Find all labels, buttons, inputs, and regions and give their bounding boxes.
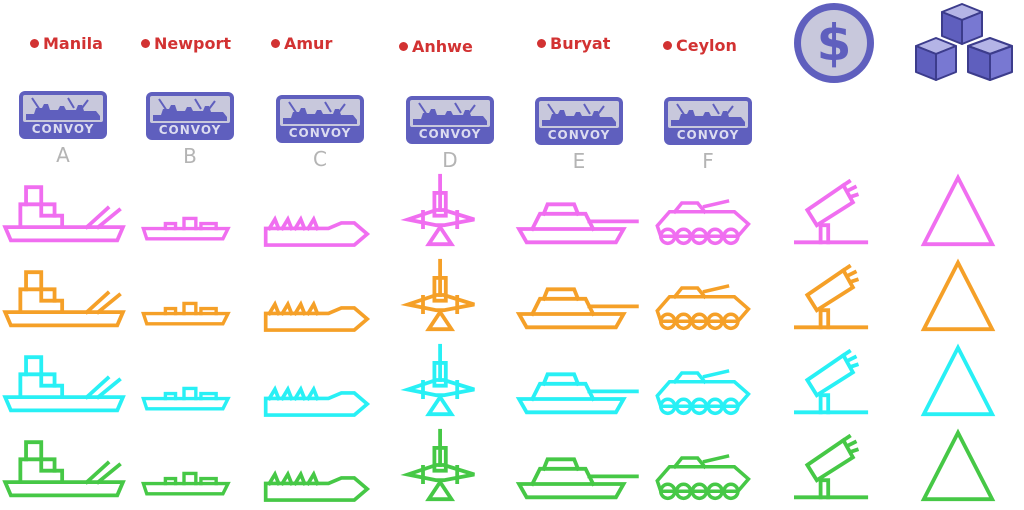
convoy-letter: F — [702, 149, 714, 173]
apc-unit-icon[interactable] — [652, 427, 766, 503]
apc-unit-icon[interactable] — [652, 172, 766, 248]
city-dot-icon — [271, 38, 280, 48]
city-dot-icon — [141, 38, 150, 48]
destroyer-unit-icon[interactable] — [140, 342, 250, 418]
convoy-label: CONVOY — [676, 128, 740, 142]
convoy-label: CONVOY — [158, 123, 222, 137]
convoy-badge-d[interactable]: CONVOY — [405, 95, 495, 145]
tank-unit-icon[interactable] — [512, 257, 642, 333]
convoy-letter: C — [313, 147, 327, 171]
convoy-label: CONVOY — [31, 122, 95, 136]
city-label-newport[interactable]: Newport — [141, 32, 231, 54]
destroyer-unit-icon[interactable] — [140, 427, 250, 503]
artillery-unit-icon[interactable] — [790, 342, 874, 418]
money-icon[interactable]: $ — [792, 2, 876, 84]
convoy-letter: D — [442, 148, 458, 172]
convoy-label: CONVOY — [547, 128, 611, 142]
city-dot-icon — [399, 41, 408, 51]
city-dot-icon — [30, 38, 39, 48]
submarine-unit-icon[interactable] — [262, 172, 382, 248]
infantry-triangle-unit-icon[interactable] — [916, 172, 1000, 248]
submarine-unit-icon[interactable] — [262, 427, 382, 503]
city-label-amur[interactable]: Amur — [271, 32, 332, 54]
convoy-badge-a[interactable]: CONVOY — [18, 90, 108, 140]
tank-unit-icon[interactable] — [512, 427, 642, 503]
apc-unit-icon[interactable] — [652, 257, 766, 333]
fighter-plane-unit-icon[interactable] — [400, 172, 484, 248]
submarine-unit-icon[interactable] — [262, 257, 382, 333]
convoy-badge-f[interactable]: CONVOY — [663, 96, 753, 146]
battleship-unit-icon[interactable] — [0, 427, 130, 503]
destroyer-unit-icon[interactable] — [140, 257, 250, 333]
city-name: Newport — [154, 33, 232, 53]
infantry-triangle-unit-icon[interactable] — [916, 427, 1000, 503]
artillery-unit-icon[interactable] — [790, 172, 874, 248]
tank-unit-icon[interactable] — [512, 342, 642, 418]
supply-crates-icon[interactable] — [912, 2, 1016, 84]
fighter-plane-unit-icon[interactable] — [400, 342, 484, 418]
city-label-buryat[interactable]: Buryat — [537, 32, 610, 54]
convoy-letter: E — [572, 149, 586, 173]
submarine-unit-icon[interactable] — [262, 342, 382, 418]
convoy-badge-c[interactable]: CONVOY — [275, 94, 365, 144]
infantry-triangle-unit-icon[interactable] — [916, 342, 1000, 418]
apc-unit-icon[interactable] — [652, 342, 766, 418]
city-name: Ceylon — [676, 35, 737, 55]
city-label-ceylon[interactable]: Ceylon — [663, 34, 737, 56]
convoy-badge-b[interactable]: CONVOY — [145, 91, 235, 141]
battleship-unit-icon[interactable] — [0, 257, 130, 333]
artillery-unit-icon[interactable] — [790, 427, 874, 503]
city-name: Anhwe — [412, 36, 473, 56]
convoy-label: CONVOY — [288, 126, 352, 140]
city-dot-icon — [663, 40, 672, 50]
battleship-unit-icon[interactable] — [0, 342, 130, 418]
city-label-manila[interactable]: Manila — [30, 32, 103, 54]
convoy-letter: A — [56, 143, 70, 167]
dollar-sign: $ — [817, 14, 852, 72]
city-name: Manila — [43, 33, 103, 53]
city-name: Buryat — [550, 33, 611, 53]
infantry-triangle-unit-icon[interactable] — [916, 257, 1000, 333]
convoy-letter: B — [183, 144, 197, 168]
destroyer-unit-icon[interactable] — [140, 172, 250, 248]
tank-unit-icon[interactable] — [512, 172, 642, 248]
city-name: Amur — [284, 33, 333, 53]
battleship-unit-icon[interactable] — [0, 172, 130, 248]
convoy-badge-e[interactable]: CONVOY — [534, 96, 624, 146]
city-dot-icon — [537, 38, 546, 48]
fighter-plane-unit-icon[interactable] — [400, 427, 484, 503]
artillery-unit-icon[interactable] — [790, 257, 874, 333]
fighter-plane-unit-icon[interactable] — [400, 257, 484, 333]
convoy-label: CONVOY — [418, 127, 482, 141]
city-label-anhwe[interactable]: Anhwe — [399, 35, 473, 57]
